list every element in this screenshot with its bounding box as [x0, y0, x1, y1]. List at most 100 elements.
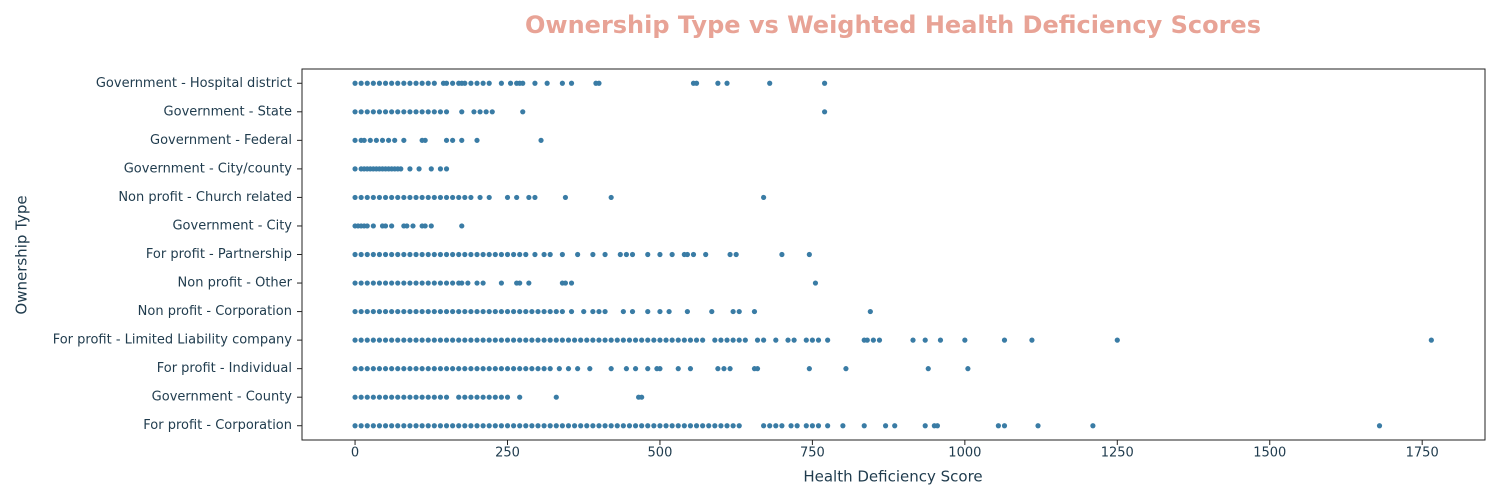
point: [535, 366, 541, 372]
point: [666, 308, 672, 315]
point: [480, 251, 486, 258]
point: [425, 280, 431, 286]
point: [1001, 337, 1008, 343]
point: [483, 109, 489, 115]
point: [407, 280, 413, 286]
point: [407, 166, 413, 172]
point: [364, 337, 370, 343]
point: [389, 223, 395, 229]
point: [395, 308, 401, 315]
point: [538, 137, 544, 143]
point: [861, 423, 867, 429]
point: [376, 308, 383, 315]
point: [492, 337, 498, 343]
point: [565, 366, 572, 372]
point: [395, 109, 401, 115]
point: [352, 308, 358, 315]
point: [620, 337, 626, 343]
point: [382, 337, 389, 343]
point: [437, 251, 444, 258]
point: [669, 337, 675, 343]
point: [617, 251, 623, 258]
point: [468, 194, 474, 201]
point: [410, 223, 416, 229]
y-tick-label: Government - County: [152, 390, 293, 405]
point: [571, 337, 578, 343]
point: [486, 337, 492, 343]
point: [443, 308, 450, 315]
point: [389, 280, 395, 286]
point: [724, 80, 730, 86]
point: [559, 337, 565, 343]
point: [517, 394, 523, 400]
point: [352, 394, 358, 400]
point: [419, 423, 425, 429]
point: [401, 423, 407, 429]
point: [358, 308, 364, 315]
point: [712, 423, 718, 429]
point: [443, 109, 450, 115]
point: [608, 194, 614, 201]
x-tick-label: 250: [495, 446, 520, 461]
point: [733, 251, 739, 258]
point: [526, 280, 532, 286]
point: [712, 337, 718, 343]
point: [413, 366, 419, 372]
point: [730, 337, 736, 343]
point: [532, 80, 538, 86]
point: [785, 337, 791, 343]
point: [401, 137, 407, 143]
point: [510, 251, 517, 258]
point: [413, 251, 419, 258]
point: [389, 251, 395, 258]
point: [395, 280, 401, 286]
point: [480, 280, 486, 286]
point: [504, 337, 511, 343]
point: [468, 80, 474, 86]
point: [431, 280, 437, 286]
point: [794, 423, 800, 429]
point: [352, 366, 358, 372]
point: [629, 308, 636, 315]
point: [761, 194, 767, 201]
point: [693, 80, 700, 86]
point: [517, 308, 523, 315]
point: [443, 166, 450, 172]
point: [443, 280, 450, 286]
point: [645, 423, 651, 429]
point: [389, 366, 395, 372]
point: [870, 337, 876, 343]
point: [761, 337, 767, 343]
point: [736, 423, 742, 429]
chart-title: Ownership Type vs Weighted Health Defici…: [525, 11, 1261, 39]
point: [389, 394, 395, 400]
point: [498, 337, 505, 343]
point: [843, 366, 849, 372]
point: [382, 109, 389, 115]
y-tick-label: Government - City/county: [124, 161, 293, 176]
point: [407, 366, 413, 372]
point: [882, 423, 889, 429]
point: [626, 423, 633, 429]
point: [565, 337, 572, 343]
point: [364, 80, 370, 86]
point: [382, 223, 389, 229]
point: [486, 366, 492, 372]
point: [456, 194, 462, 201]
point: [510, 366, 517, 372]
point: [559, 80, 565, 86]
point: [541, 251, 547, 258]
point: [437, 109, 444, 115]
point: [520, 109, 526, 115]
point: [809, 423, 815, 429]
point: [468, 366, 474, 372]
point: [395, 366, 401, 372]
point: [370, 394, 376, 400]
point: [480, 366, 486, 372]
point: [675, 337, 681, 343]
point: [425, 366, 431, 372]
point: [535, 423, 541, 429]
point: [450, 251, 456, 258]
x-tick-label: 750: [800, 446, 825, 461]
point: [352, 194, 358, 201]
